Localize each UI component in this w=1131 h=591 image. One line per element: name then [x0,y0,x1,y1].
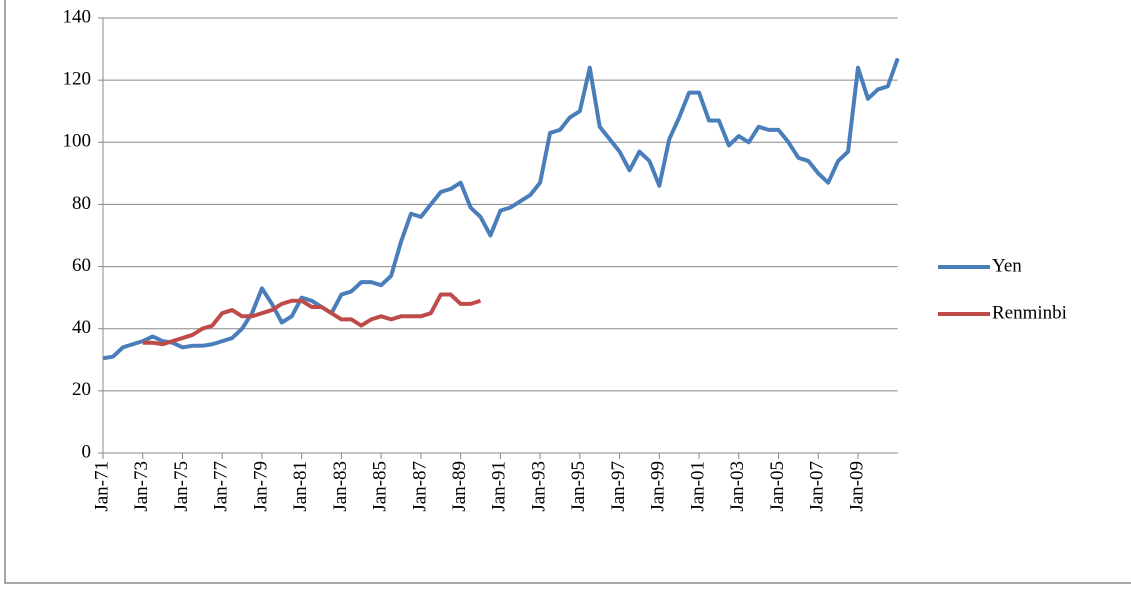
x-tick-label: Jan-87 [409,461,430,512]
x-tick-label: Jan-99 [648,461,669,512]
x-tick-label: Jan-97 [608,461,629,512]
y-tick-label: 60 [72,255,91,276]
x-tick-label: Jan-03 [727,461,748,512]
x-tick-label: Jan-83 [330,461,351,512]
x-tick-label: Jan-81 [290,461,311,512]
series-line [102,57,900,361]
y-tick-label: 140 [63,6,92,27]
x-tick-label: Jan-89 [449,461,470,512]
x-tick-label: Jan-79 [250,461,271,512]
x-tick-label: Jan-09 [846,461,867,512]
y-tick-label: 40 [72,317,91,338]
legend-label: Yen [992,255,1022,276]
chart-frame [4,0,1131,584]
x-tick-label: Jan-73 [131,461,152,512]
x-tick-label: Jan-07 [807,461,828,512]
y-tick-label: 120 [63,69,92,90]
y-tick-label: 80 [72,193,91,214]
x-tick-label: Jan-77 [211,461,232,512]
x-tick-label: Jan-71 [91,461,112,512]
x-tick-label: Jan-05 [767,461,788,512]
y-tick-label: 100 [63,131,92,152]
x-tick-label: Jan-95 [568,461,589,512]
x-tick-label: Jan-85 [370,461,391,512]
x-tick-label: Jan-75 [171,461,192,512]
y-tick-label: 0 [82,441,92,462]
x-tick-label: Jan-93 [528,461,549,512]
x-tick-label: Jan-01 [687,461,708,512]
series-line [142,292,482,347]
legend-label: Renminbi [992,302,1067,323]
x-tick-label: Jan-91 [489,461,510,512]
y-tick-label: 20 [72,379,91,400]
